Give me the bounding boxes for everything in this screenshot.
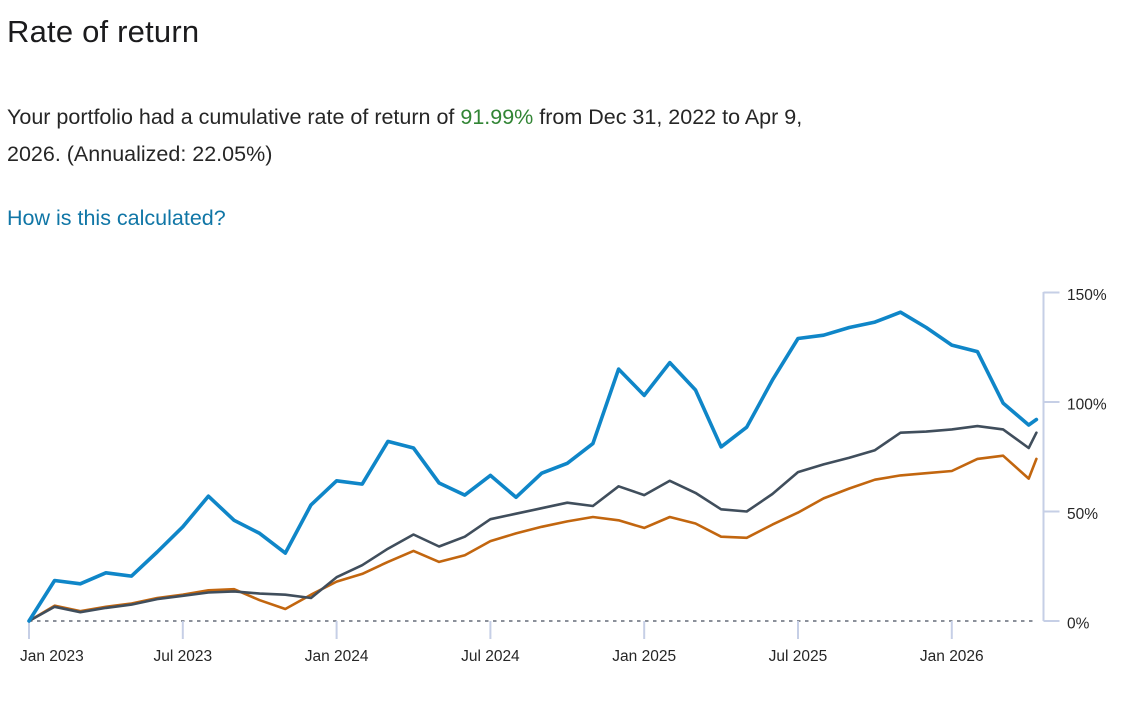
x-axis-tick-label: Jul 2024 [461, 648, 520, 665]
series-line-portfolio[interactable] [27, 310, 1039, 623]
x-axis-tick-label: Jan 2025 [612, 648, 676, 665]
summary-line1-after: from Dec 31, 2022 to Apr 9, [533, 105, 803, 129]
series-line-benchmark-dark-gray[interactable] [27, 424, 1038, 623]
x-axis-tick-label: Jan 2023 [20, 648, 84, 665]
x-axis-tick-label: Jan 2026 [920, 648, 984, 665]
summary-line1-before: Your portfolio had a cumulative rate of … [7, 105, 461, 129]
series-line-benchmark-orange[interactable] [27, 454, 1038, 623]
y-axis-tick-label: 100% [1067, 397, 1107, 414]
return-value: 91.99% [460, 105, 534, 129]
chart-series [27, 310, 1039, 623]
y-axis-tick-label: 0% [1067, 616, 1090, 633]
y-axis-tick-label: 150% [1067, 287, 1107, 304]
page-title: Rate of return [7, 14, 200, 49]
x-axis-tick-label: Jan 2024 [305, 648, 369, 665]
how-calculated-link[interactable]: How is this calculated? [7, 206, 226, 230]
summary-line2: 2026. (Annualized: 22.05%) [7, 142, 273, 166]
summary-text: Your portfolio had a cumulative rate of … [7, 99, 1127, 173]
x-axis-tick-label: Jul 2023 [153, 648, 212, 665]
y-axis-tick-label: 50% [1067, 506, 1098, 523]
x-axis-tick-label: Jul 2025 [769, 648, 828, 665]
chart-axes: 0% 50% 100% 150% Jan 2023 Jul 2023 Jan 2024 Jul… [20, 287, 1107, 665]
